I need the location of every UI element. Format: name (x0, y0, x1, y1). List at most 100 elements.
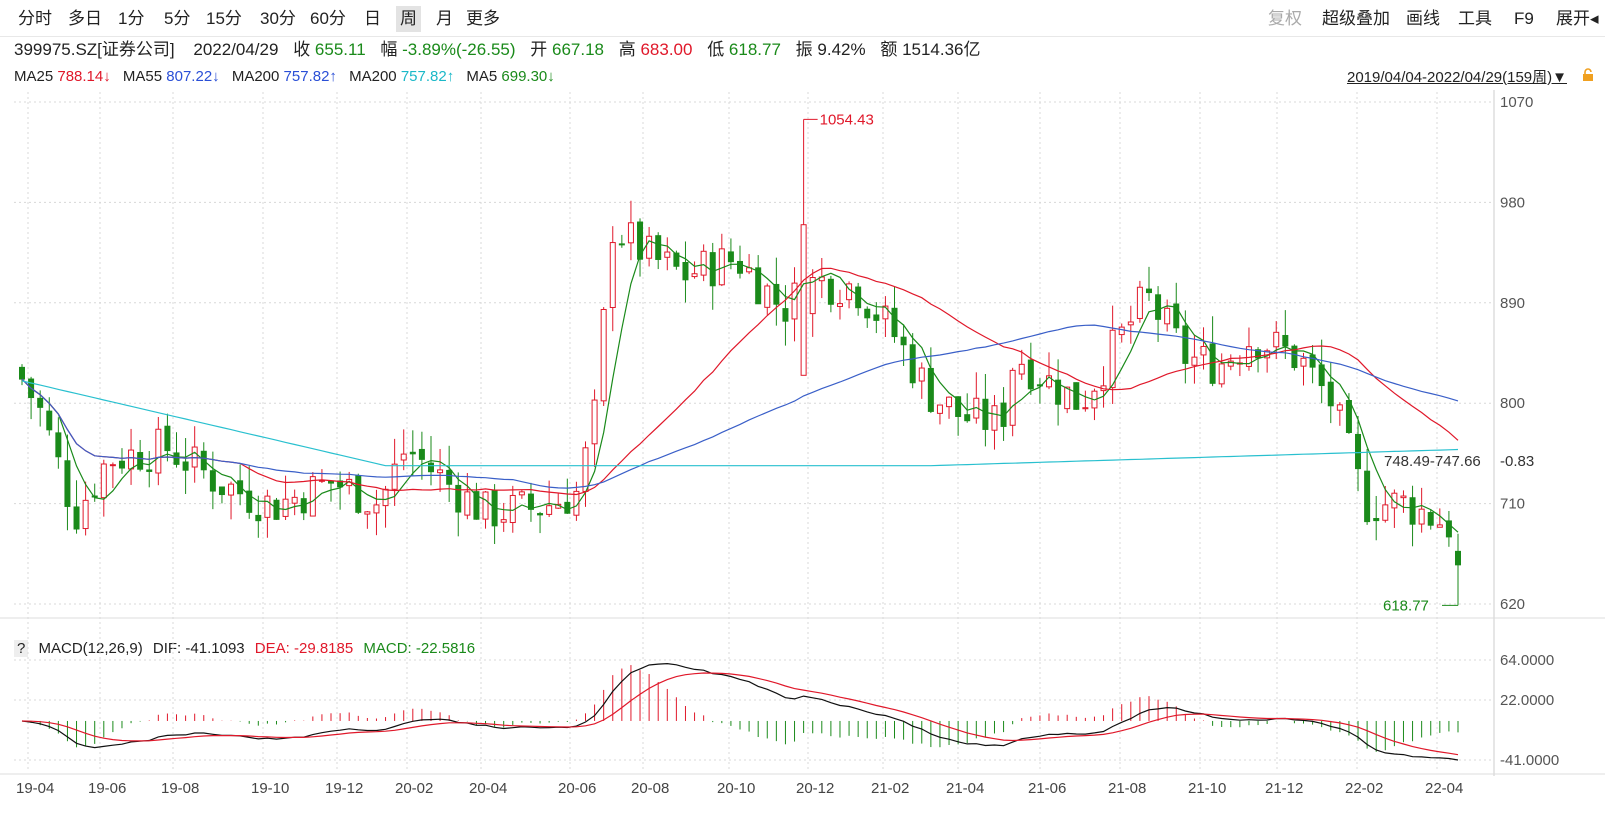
candle-body-156 (1436, 524, 1443, 528)
security-code: 399975.SZ[证券公司] (14, 40, 175, 59)
candle-body-138 (1273, 331, 1280, 348)
toolbar-item-5[interactable]: 展开◂ (1556, 9, 1599, 28)
candle-body-43 (409, 451, 416, 455)
tab-2[interactable]: 1分 (118, 9, 145, 28)
candle-body-128 (1182, 325, 1189, 364)
toolbar-item-4[interactable]: F9 (1514, 9, 1534, 28)
candle-body-71 (664, 251, 671, 258)
candle-body-96 (891, 307, 898, 338)
candle-body-5 (64, 460, 71, 507)
candle-body-13 (137, 452, 144, 470)
candle-body-70 (655, 235, 662, 260)
toolbar-item-3[interactable]: 工具 (1458, 9, 1492, 28)
candle-body-11 (118, 460, 125, 469)
candle-body-148 (1364, 470, 1371, 523)
tab-1[interactable]: 多日 (68, 9, 102, 28)
x-tick-8: 20-08 (631, 780, 669, 797)
toolbar-item-1[interactable]: 超级叠加 (1322, 9, 1390, 28)
high-label: 高 (618, 40, 636, 59)
ma-legend-label-2: MA200 (227, 68, 284, 85)
quote-info-bar: 399975.SZ[证券公司] 2022/04/29 收 655.11 幅 -3… (14, 38, 981, 62)
candle-body-120 (1109, 329, 1116, 389)
ma-legend-label-0: MA25 (14, 68, 58, 85)
candle-body-38 (364, 511, 371, 515)
candle-body-44 (418, 448, 425, 460)
x-tick-16: 21-12 (1265, 780, 1303, 797)
candle-body-108 (1000, 402, 1007, 427)
macd-tick-2: -41.0000 (1500, 752, 1559, 769)
candle-body-97 (900, 336, 907, 346)
candle-body-56 (527, 493, 534, 510)
tab-7[interactable]: 日 (364, 9, 381, 28)
candle-body-79 (737, 260, 743, 274)
ma25-line (21, 267, 1459, 496)
ma200-diff-label: -0.83 (1500, 453, 1534, 470)
amplitude-label: 振 (795, 40, 813, 59)
close-value: 655.11 (314, 40, 366, 59)
dea-line (21, 672, 1459, 756)
tab-3[interactable]: 5分 (164, 9, 191, 28)
dif-value: -41.1093 (185, 640, 245, 657)
x-tick-17: 22-02 (1345, 780, 1383, 797)
period-tab-bar: 分时 多日 1分 5分 15分 30分 60分日周月更多 复权 超级叠加 画线 工具 F9 展开◂ (0, 0, 1605, 37)
x-tick-13: 21-06 (1028, 780, 1066, 797)
tab-0[interactable]: 分时 (18, 9, 52, 28)
change-value: -3.89%(-26.55) (402, 40, 516, 59)
candle-body-67 (627, 222, 634, 244)
tab-6[interactable]: 60分 (310, 9, 346, 28)
candle-body-107 (991, 405, 998, 431)
ma5-line (21, 240, 1459, 533)
candle-body-61 (573, 490, 580, 516)
candle-body-139 (1282, 334, 1289, 347)
toolbar-item-0[interactable]: 复权 (1268, 9, 1302, 28)
candle-body-39 (373, 504, 380, 514)
tab-9[interactable]: 月 (436, 9, 453, 28)
candle-body-124 (1145, 288, 1152, 294)
candle-body-95 (882, 305, 889, 320)
candle-body-65 (609, 242, 616, 308)
candle-body-140 (1291, 345, 1298, 369)
ma55-line (21, 324, 1459, 489)
tab-10[interactable]: 更多 (466, 9, 500, 28)
open-value: 667.18 (551, 40, 604, 59)
x-tick-4: 19-12 (325, 780, 363, 797)
candle-body-157 (1445, 520, 1452, 538)
candle-body-17 (173, 452, 180, 465)
candle-body-123 (1136, 286, 1143, 319)
ma-legend-value-0: 788.14↓ (57, 68, 111, 85)
ma-legend-label-1: MA55 (118, 68, 167, 85)
open-label: 开 (530, 40, 548, 59)
y-tick-3: 800 (1500, 395, 1525, 412)
candle-body-53 (500, 519, 507, 523)
date-range-selector[interactable]: 2019/04/04-2022/04/29(159周)▼ (1346, 69, 1567, 86)
candle-body-83 (773, 283, 780, 305)
y-tick-4: 710 (1500, 496, 1525, 513)
candle-body-94 (873, 314, 880, 321)
candle-body-103 (955, 396, 962, 417)
help-icon[interactable]: ? (14, 640, 29, 657)
candle-body-158 (1455, 550, 1461, 566)
x-tick-2: 19-08 (161, 780, 199, 797)
candle-body-73 (682, 261, 689, 281)
ma-legend-value-3: 757.82↑ (400, 68, 455, 85)
close-label: 收 (293, 40, 311, 59)
quote-date: 2022/04/29 (193, 40, 279, 59)
candle-body-102 (946, 396, 953, 408)
lock-icon[interactable] (1581, 68, 1595, 82)
candle-body-132 (1218, 363, 1225, 385)
candle-body-133 (1227, 360, 1234, 367)
tab-4[interactable]: 15分 (206, 9, 242, 28)
candle-body-21 (209, 470, 216, 492)
toolbar-item-2[interactable]: 画线 (1406, 9, 1440, 28)
candle-body-147 (1355, 433, 1362, 470)
candle-body-42 (400, 453, 407, 461)
candle-body-112 (1036, 384, 1043, 387)
tab-8[interactable]: 周 (396, 6, 421, 32)
x-tick-14: 21-08 (1108, 780, 1146, 797)
candle-body-100 (927, 367, 934, 412)
tab-5[interactable]: 30分 (260, 9, 296, 28)
low-label: 低 (707, 40, 725, 59)
candle-body-110 (1018, 363, 1025, 375)
candle-body-63 (591, 399, 598, 445)
